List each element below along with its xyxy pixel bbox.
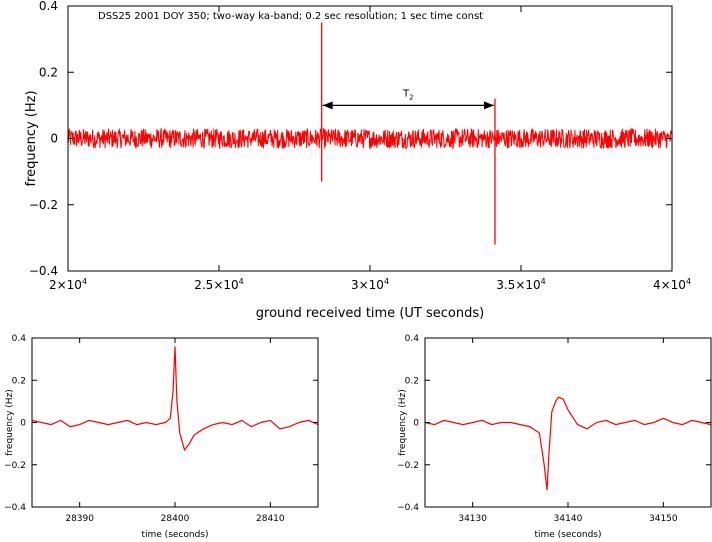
span-arrow-head-right: [483, 101, 494, 110]
x-axis-label: ground received time (UT seconds): [256, 306, 484, 321]
x-axis-label: time (seconds): [534, 530, 601, 540]
x-tick-label: 2.5×104: [194, 277, 244, 292]
x-tick-label: 28400: [161, 514, 190, 524]
x-tick-label: 3×104: [351, 277, 389, 292]
x-tick-label: 34130: [458, 514, 487, 524]
y-tick-label: −0.2: [29, 198, 58, 212]
series-line: [32, 346, 318, 452]
y-tick-label: 0.4: [405, 334, 420, 344]
y-tick-label: 0: [20, 419, 26, 429]
noise-trace: [68, 127, 672, 150]
span-label: T2: [402, 88, 414, 101]
y-tick-label: −0.2: [4, 461, 26, 471]
y-tick-label: 0.2: [39, 65, 58, 79]
y-axis-label: frequency (Hz): [24, 90, 39, 186]
bottom-right-panel: 34130 34140 34150 0.4 0.2 0 −0.2 −0.4 time (seco…: [397, 334, 712, 540]
y-tick-label: −0.4: [397, 503, 419, 513]
y-tick-label: 0: [50, 132, 58, 146]
y-tick-label: −0.4: [29, 264, 58, 278]
y-tick-label: 0.4: [39, 0, 58, 13]
y-tick-label: 0.2: [12, 376, 26, 386]
x-tick-label: 34140: [554, 514, 583, 524]
y-tick-label: 0: [413, 419, 419, 429]
annotation-text: DSS25 2001 DOY 350; two-way ka-band; 0.2…: [98, 11, 483, 22]
y-tick-label: −0.2: [397, 461, 419, 471]
x-tick-label: 3.5×104: [496, 277, 546, 292]
series-line: [425, 396, 711, 491]
y-axis-label: frequency (Hz): [398, 389, 408, 456]
y-tick-label: 0.4: [12, 334, 27, 344]
span-arrow-head-left: [322, 101, 333, 110]
x-tick-label: 4×104: [653, 277, 691, 292]
x-tick-label: 28390: [65, 514, 94, 524]
x-axis-label: time (seconds): [141, 530, 208, 540]
x-tick-label: 28410: [256, 514, 285, 524]
x-tick-label: 2×104: [49, 277, 87, 292]
y-axis-label: frequency (Hz): [5, 389, 15, 456]
y-tick-label: 0.2: [405, 376, 419, 386]
y-tick-label: −0.4: [4, 503, 26, 513]
x-tick-label: 34150: [649, 514, 678, 524]
bottom-left-panel: 28390 28400 28410 0.4 0.2 0 −0.2 −0.4 time (seco…: [4, 334, 319, 540]
plot-frame: [424, 337, 712, 508]
top-panel: 2×104 2.5×104 3×104 3.5×104 4×104 0.4 0.2 0 −0.2…: [24, 0, 691, 321]
